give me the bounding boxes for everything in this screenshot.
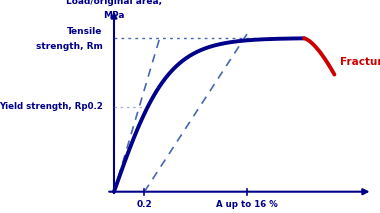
Text: 0.2: 0.2 (136, 200, 152, 209)
Text: Yield strength, Rp0.2: Yield strength, Rp0.2 (0, 102, 103, 111)
Text: A up to 16 %: A up to 16 % (216, 200, 278, 209)
Text: Load/original area,: Load/original area, (66, 0, 162, 6)
Text: strength, Rm: strength, Rm (36, 42, 103, 51)
Text: MPa: MPa (103, 11, 125, 20)
Text: Fracture: Fracture (340, 57, 380, 67)
Text: Tensile: Tensile (67, 27, 103, 36)
